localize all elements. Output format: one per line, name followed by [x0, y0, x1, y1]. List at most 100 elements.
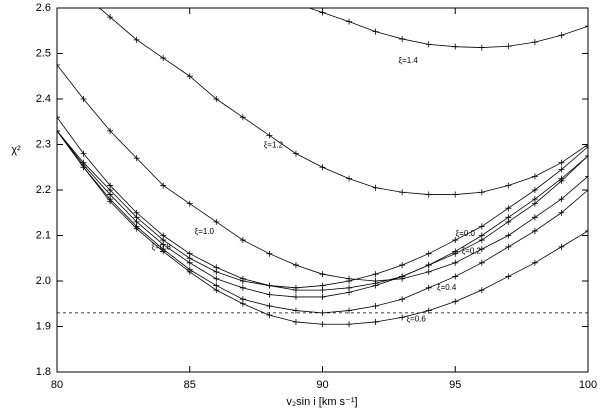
y-tick-label: 1.8: [36, 366, 51, 378]
point-marker: [425, 284, 432, 291]
point-marker: [452, 259, 459, 266]
point-marker: [293, 0, 299, 6]
point-marker: [558, 166, 565, 173]
point-marker: [266, 303, 273, 310]
point-marker: [372, 303, 379, 310]
point-marker: [505, 214, 512, 221]
x-tick-label: 90: [316, 379, 328, 391]
point-marker: [452, 298, 459, 305]
point-marker: [558, 209, 565, 216]
point-marker: [213, 287, 220, 294]
point-marker: [319, 282, 326, 289]
point-marker: [213, 96, 220, 102]
point-marker: [505, 243, 512, 250]
point-marker: [478, 259, 485, 266]
point-marker: [505, 43, 512, 50]
point-marker: [133, 36, 140, 43]
point-marker: [292, 150, 299, 157]
point-marker: [319, 293, 326, 300]
point-marker: [558, 196, 565, 203]
x-tick-label: 95: [449, 379, 461, 391]
series-line: [98, 8, 588, 195]
x-tick-label: 80: [51, 379, 63, 391]
point-marker: [57, 114, 60, 121]
series-label: ξ=0.0: [456, 229, 476, 238]
point-marker: [531, 39, 538, 46]
point-marker: [346, 18, 353, 25]
point-marker: [186, 73, 193, 80]
point-marker: [505, 182, 512, 189]
point-marker: [425, 268, 432, 275]
point-marker: [452, 237, 459, 244]
point-marker: [239, 284, 246, 291]
x-axis-label: v₂sin i [km s⁻¹]: [286, 396, 357, 408]
point-marker: [239, 114, 246, 121]
point-marker: [186, 259, 193, 266]
y-tick-label: 2.5: [36, 47, 51, 59]
x-tick-label: 85: [184, 379, 196, 391]
plot-frame: [56, 7, 589, 373]
point-marker: [186, 268, 193, 275]
x-tick-label: 100: [579, 379, 597, 391]
point-marker: [478, 232, 485, 239]
point-marker: [292, 293, 299, 300]
point-marker: [107, 14, 114, 21]
series-line: [57, 116, 588, 291]
point-marker: [372, 28, 379, 35]
point-marker: [399, 262, 406, 269]
point-marker: [239, 278, 246, 284]
point-marker: [292, 318, 299, 325]
point-marker: [585, 173, 588, 180]
point-marker: [266, 282, 273, 289]
point-marker: [319, 271, 326, 278]
point-marker: [57, 127, 60, 134]
point-marker: [478, 246, 485, 253]
point-marker: [558, 243, 565, 250]
point-marker: [558, 159, 565, 166]
point-marker: [80, 150, 87, 157]
point-marker: [133, 155, 140, 162]
point-marker: [585, 143, 588, 150]
point-marker: [292, 284, 299, 291]
point-marker: [57, 61, 60, 68]
point-marker: [372, 271, 379, 278]
point-marker: [399, 273, 406, 280]
point-marker: [372, 318, 379, 325]
point-marker: [213, 268, 220, 275]
point-marker: [399, 35, 406, 42]
point-marker: [319, 321, 326, 328]
point-marker: [239, 237, 246, 244]
y-axis-label: χ²: [11, 144, 21, 156]
point-marker: [478, 44, 485, 51]
series-line: [307, 8, 588, 48]
point-marker: [346, 278, 353, 284]
point-marker: [558, 32, 565, 39]
point-marker: [531, 196, 538, 203]
point-marker: [160, 248, 167, 255]
point-marker: [585, 23, 588, 30]
point-marker: [399, 189, 406, 196]
y-tick-label: 1.9: [36, 320, 51, 332]
point-marker: [531, 187, 538, 193]
point-marker: [425, 307, 432, 314]
point-marker: [80, 164, 87, 171]
point-marker: [266, 291, 273, 298]
point-marker: [505, 205, 512, 212]
point-marker: [452, 273, 459, 280]
point-marker: [107, 127, 114, 134]
point-marker: [319, 164, 326, 171]
series-label: ξ=0.6: [406, 315, 426, 324]
point-marker: [452, 248, 459, 255]
point-marker: [346, 289, 353, 296]
point-marker: [372, 184, 379, 191]
point-marker: [558, 175, 565, 182]
point-marker: [80, 96, 87, 102]
point-marker: [399, 314, 406, 321]
point-marker: [478, 287, 485, 294]
point-marker: [531, 227, 538, 234]
series-label: ξ=1.2: [264, 141, 284, 150]
point-marker: [505, 232, 512, 239]
point-marker: [319, 309, 326, 316]
point-marker: [452, 43, 459, 50]
